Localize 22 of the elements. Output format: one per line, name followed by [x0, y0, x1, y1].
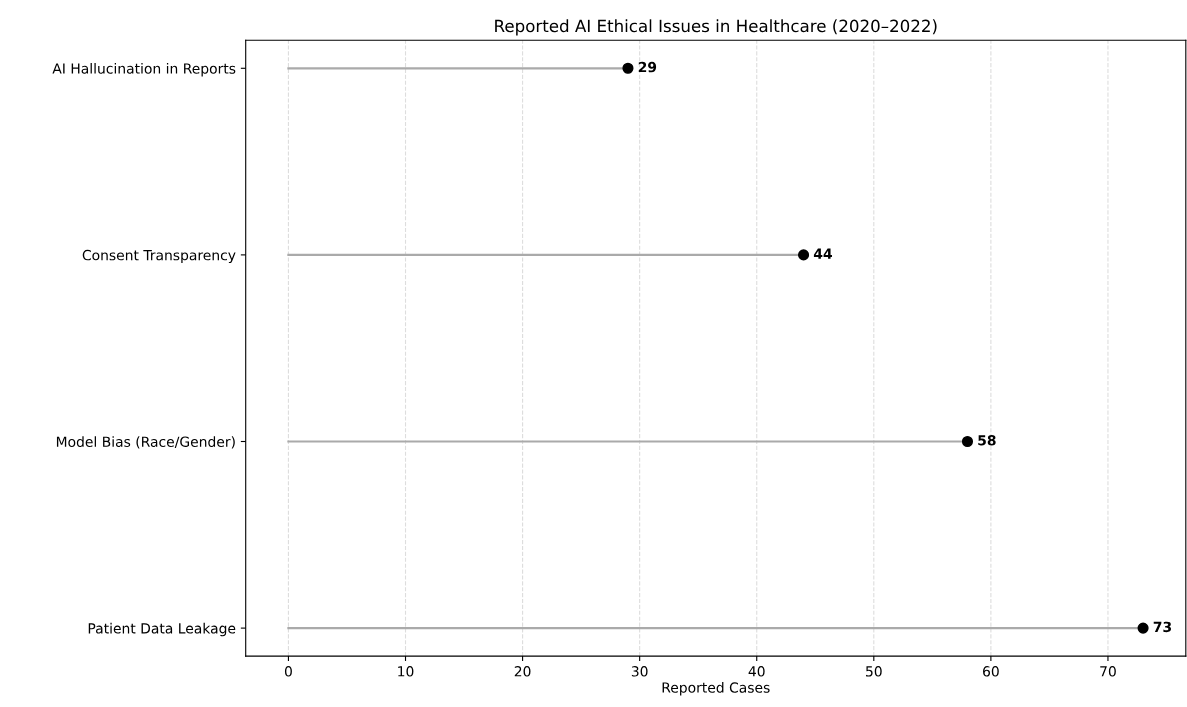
x-tick-label: 20 — [514, 666, 531, 677]
x-tick-label: 50 — [866, 666, 882, 677]
data-label: 29 — [638, 61, 657, 73]
data-label: 44 — [813, 248, 832, 259]
y-tick-label: AI Hallucination in Reports — [52, 63, 236, 77]
x-tick-label: 70 — [1100, 666, 1116, 677]
x-tick-label: 40 — [748, 666, 765, 677]
x-tick-label: 0 — [284, 666, 292, 677]
y-tick-label: Patient Data Leakage — [88, 622, 236, 637]
chart-title: Reported AI Ethical Issues in Healthcare (2020–2022) — [495, 19, 937, 36]
x-tick-label: 10 — [398, 666, 414, 677]
y-tick-label: Model Bias (Race/Gender) — [56, 436, 235, 449]
x-tick-label: 30 — [631, 666, 648, 677]
x-axis-title: Reported Cases — [662, 682, 770, 696]
point — [1137, 622, 1149, 634]
x-tick-label: 60 — [983, 666, 999, 677]
data-label: 58 — [978, 435, 996, 446]
point — [798, 249, 810, 261]
data-label: 73 — [1153, 621, 1172, 633]
y-tick-label: Consent Transparency — [82, 249, 236, 264]
point — [961, 435, 974, 448]
point — [622, 62, 634, 74]
